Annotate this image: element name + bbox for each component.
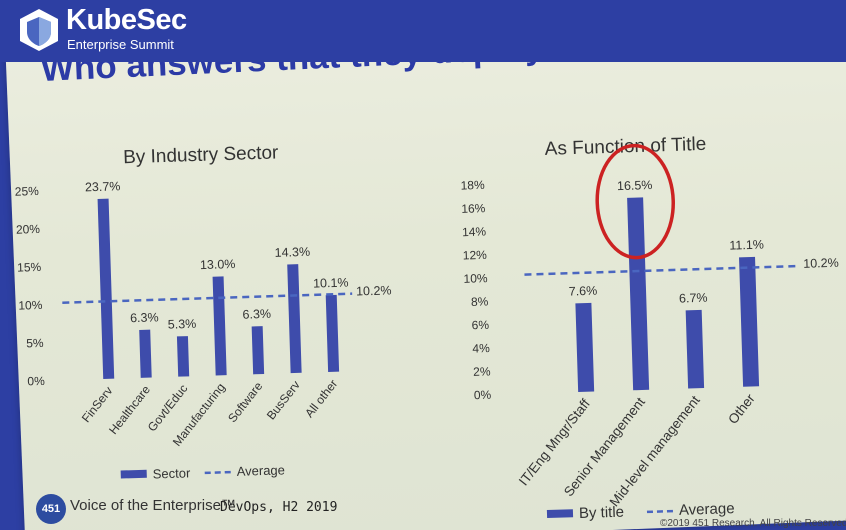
right-y-tick-label: 6% xyxy=(471,318,489,333)
shield-logo-icon xyxy=(20,9,58,51)
left-y-tick-label: 5% xyxy=(26,336,44,351)
left-value-label: 23.7% xyxy=(85,179,121,194)
left-average-label: 10.2% xyxy=(356,283,392,298)
left-bar-7 xyxy=(325,294,340,372)
left-value-label: 14.3% xyxy=(274,245,310,260)
right-bar-3 xyxy=(685,309,705,389)
left-y-tick-label: 0% xyxy=(27,374,45,389)
footer-voice: Voice of the Enterprise™ xyxy=(70,497,236,514)
left-bar-3 xyxy=(176,336,190,377)
right-value-label: 11.1% xyxy=(729,238,764,253)
left-value-label: 6.3% xyxy=(130,310,159,325)
right-value-label: 16.5% xyxy=(617,178,653,193)
copyright: ©2019 451 Research. All Rights Reserved. xyxy=(660,518,846,529)
left-value-label: 13.0% xyxy=(200,257,236,272)
right-bar-4 xyxy=(739,256,760,387)
left-value-label: 6.3% xyxy=(242,307,271,322)
left-value-label: 10.1% xyxy=(313,276,349,291)
right-category-label: Other xyxy=(725,391,758,427)
research-logo: 451 xyxy=(36,494,66,524)
right-y-tick-label: 0% xyxy=(474,388,492,403)
left-y-tick-label: 15% xyxy=(17,260,42,275)
right-average-label: 10.2% xyxy=(803,256,839,271)
left-bar-4 xyxy=(212,276,227,376)
right-bar-2 xyxy=(627,197,650,391)
right-bar-1 xyxy=(575,302,595,392)
right-average-line xyxy=(524,264,800,276)
right-category-label: Mid-level management xyxy=(607,393,703,510)
brand-name: KubeSec xyxy=(66,4,187,36)
left-category-label: FinServ xyxy=(79,384,116,425)
right-value-label: 6.7% xyxy=(679,291,708,306)
right-y-tick-label: 10% xyxy=(463,271,488,286)
right-y-tick-label: 4% xyxy=(472,341,490,356)
left-bar-2 xyxy=(139,329,152,378)
left-bar-6 xyxy=(287,264,302,374)
left-average-line xyxy=(62,292,353,305)
left-chart: By Industry Sector 0% 5% 10% 15% 20% 25% 23.7% F… xyxy=(15,142,392,481)
left-value-label: 5.3% xyxy=(168,317,197,332)
left-legend-bar-label: Sector xyxy=(153,465,192,481)
right-value-label: 7.6% xyxy=(569,284,598,299)
left-legend-average-label: Average xyxy=(236,462,285,479)
right-highlight-circle xyxy=(595,143,675,260)
right-y-tick-label: 18% xyxy=(460,178,485,193)
right-y-tick-label: 14% xyxy=(462,224,487,239)
left-legend-average-swatch xyxy=(204,470,231,475)
right-y-tick-label: 2% xyxy=(473,364,491,379)
right-y-tick-label: 12% xyxy=(463,248,488,263)
left-category-label: Software xyxy=(225,379,265,425)
right-chart: As Function of Title0%2%4%6%8%10%12%14%1… xyxy=(460,134,839,522)
left-y-tick-label: 20% xyxy=(16,222,41,237)
left-y-tick-label: 10% xyxy=(18,298,43,313)
right-legend-bar-swatch xyxy=(546,509,574,519)
left-category-label: Healthcare xyxy=(106,382,153,437)
header-bar: KubeSec Enterprise Summit xyxy=(0,0,846,62)
right-legend-bar-label: By title xyxy=(579,504,625,522)
left-category-label: All other xyxy=(302,377,340,420)
brand-subtitle: Enterprise Summit xyxy=(67,37,174,52)
left-bar-5 xyxy=(251,326,265,375)
footer-report: DevOps, H2 2019 xyxy=(220,500,338,515)
left-category-label: BusServ xyxy=(264,378,303,422)
right-legend-average-swatch xyxy=(646,509,673,514)
left-chart-title: By Industry Sector xyxy=(123,142,279,168)
right-y-tick-label: 8% xyxy=(471,294,489,309)
left-bar-1 xyxy=(97,198,115,380)
left-y-tick-label: 25% xyxy=(15,184,40,199)
right-legend-average-label: Average xyxy=(679,500,735,519)
right-y-tick-label: 16% xyxy=(461,201,486,216)
left-legend-bar-swatch xyxy=(120,469,147,479)
